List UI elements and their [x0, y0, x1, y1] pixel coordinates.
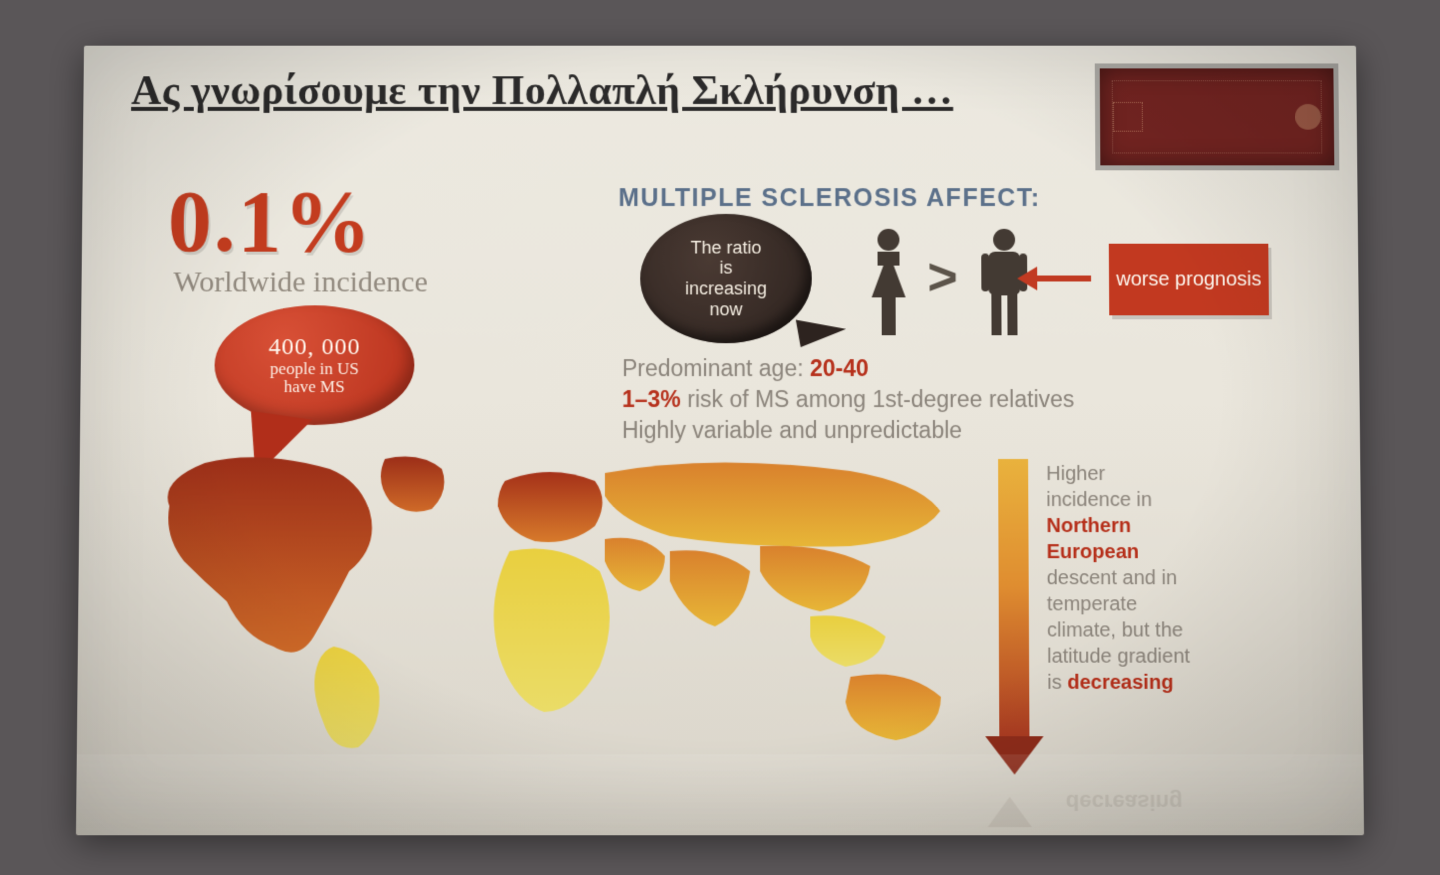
- map-east-asia: [760, 545, 870, 611]
- incidence-text: Higher incidence in Northern European de…: [1046, 460, 1278, 695]
- gt-6: latitude gradient: [1047, 645, 1190, 667]
- fact-age: Predominant age: 20-40: [622, 353, 1074, 384]
- fact-age-value: 20-40: [810, 355, 869, 381]
- us-stat-line2: people in US: [270, 359, 359, 377]
- prognosis-label: worse prognosis: [1116, 268, 1261, 291]
- map-se-asia: [810, 615, 885, 666]
- gt-hl3: decreasing: [1067, 671, 1173, 693]
- logo-dot-icon: [1295, 103, 1321, 129]
- female-icon: [862, 227, 916, 341]
- world-map: [147, 450, 981, 751]
- us-stat-number: 400, 000: [269, 334, 361, 359]
- gt-hl1: Northern: [1046, 515, 1131, 537]
- slide: Ας γνωρίσουμε την Πολλαπλή Σκλήρυνση … 0…: [76, 45, 1364, 835]
- logo-inner: [1112, 80, 1323, 153]
- ratio-l4: now: [710, 299, 743, 320]
- prognosis-box: worse prognosis: [1109, 243, 1269, 315]
- reflection-text: decreasing: [1066, 788, 1183, 814]
- fact-variable: Highly variable and unpredictable: [622, 415, 1075, 446]
- stat-percent: 0.1%: [167, 172, 373, 272]
- greater-than-symbol: >: [927, 247, 958, 307]
- logo-badge: [1095, 63, 1340, 170]
- gt-hl2: European: [1047, 541, 1140, 563]
- ratio-l3: increasing: [685, 278, 767, 299]
- map-north-america: [166, 457, 372, 652]
- facts-block: Predominant age: 20-40 1–3% risk of MS a…: [622, 353, 1075, 446]
- ratio-callout: The ratio is increasing now: [640, 213, 812, 342]
- gt-3: descent and in: [1047, 567, 1178, 589]
- map-europe: [498, 471, 603, 541]
- ratio-callout-tail-icon: [796, 311, 848, 347]
- fact-risk-rest: risk of MS among 1st-degree relatives: [687, 386, 1074, 412]
- gt-1: Higher: [1046, 462, 1105, 484]
- fact-risk: 1–3% risk of MS among 1st-degree relativ…: [622, 384, 1074, 415]
- stat-subtitle: Worldwide incidence: [173, 265, 428, 299]
- ratio-l2: is: [720, 257, 733, 278]
- gt-7: is: [1047, 671, 1067, 693]
- map-africa: [493, 548, 609, 711]
- slide-title: Ας γνωρίσουμε την Πολλαπλή Σκλήρυνση …: [131, 67, 953, 114]
- fact-age-label: Predominant age:: [622, 355, 803, 381]
- map-greenland: [381, 456, 445, 511]
- affect-header: MULTIPLE SCLEROSIS AFFECT:: [618, 184, 1040, 213]
- gt-5: climate, but the: [1047, 619, 1183, 641]
- map-south-asia: [670, 550, 750, 626]
- us-stat-line3: have MS: [284, 377, 345, 395]
- ratio-l1: The ratio: [691, 237, 762, 258]
- prognosis-arrow-icon: [1037, 275, 1091, 281]
- map-south-america: [314, 646, 380, 747]
- gt-2: incidence in: [1046, 489, 1152, 511]
- map-middle-east: [605, 537, 665, 590]
- incidence-gradient-arrow-icon: [998, 458, 1029, 739]
- us-stat-callout: 400, 000 people in US have MS: [214, 305, 415, 425]
- map-australia: [845, 674, 941, 740]
- gt-4: temperate: [1047, 593, 1137, 615]
- reflection-arrow-icon: [988, 796, 1032, 826]
- fact-risk-value: 1–3%: [622, 386, 681, 412]
- map-russia: [605, 462, 941, 546]
